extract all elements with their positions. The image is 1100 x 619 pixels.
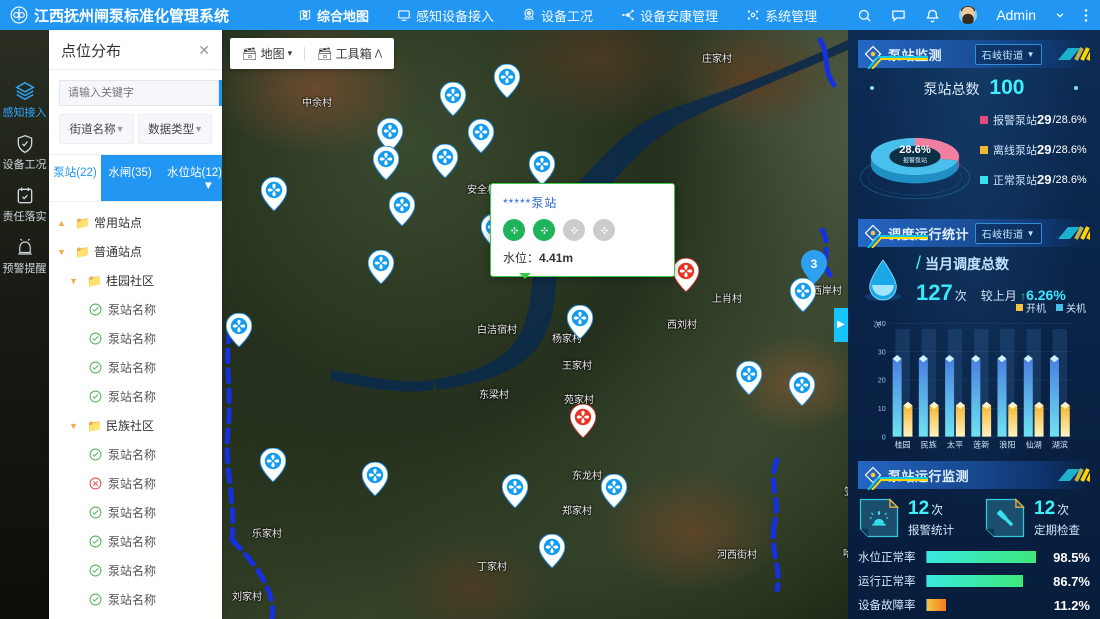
svg-text:20: 20 [878,376,886,385]
svg-text:10: 10 [878,404,886,413]
svg-text:0: 0 [882,432,886,441]
svg-text:民族: 民族 [921,439,937,449]
svg-text:40: 40 [878,319,886,328]
svg-text:3: 3 [811,257,818,271]
svg-text:浪阳: 浪阳 [999,439,1015,449]
svg-text:28.6%: 28.6% [899,144,931,156]
svg-text:仙湖: 仙湖 [1026,439,1042,449]
svg-text:太平: 太平 [947,439,963,449]
svg-text:30: 30 [878,347,886,356]
svg-text:莲新: 莲新 [973,439,989,449]
svg-text:湖滨: 湖滨 [1052,439,1068,449]
svg-text:桂园: 桂园 [894,439,910,449]
